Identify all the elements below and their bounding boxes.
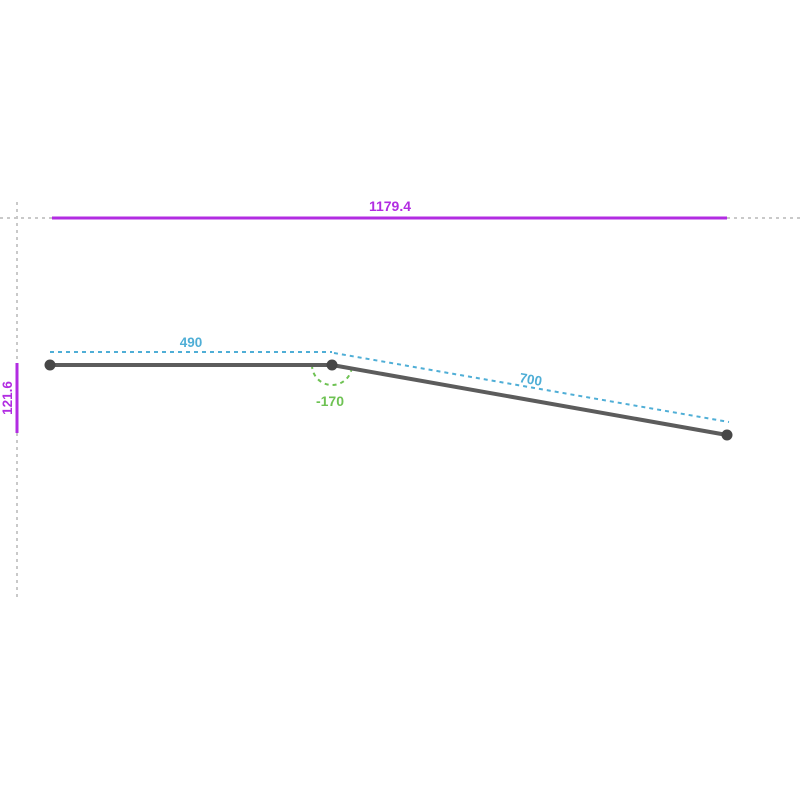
segment2-dimension-line xyxy=(333,352,730,423)
overall-width-dimension: 1179.4 xyxy=(52,198,727,220)
profile-start-point[interactable] xyxy=(44,359,56,371)
guide-lines xyxy=(0,202,800,597)
bend-angle-annotation: -170 xyxy=(310,364,353,409)
segment1-length-label[interactable]: 490 xyxy=(180,335,203,350)
bend-angle-label[interactable]: -170 xyxy=(316,393,344,409)
bend-angle-arc xyxy=(310,364,353,386)
segment2-length-label[interactable]: 700 xyxy=(518,370,543,389)
segment1-dimension: 490 xyxy=(50,335,332,353)
segment2-dimension: 700 xyxy=(333,352,730,423)
overall-width-dimension-label[interactable]: 1179.4 xyxy=(369,198,411,214)
profile-end-point[interactable] xyxy=(721,429,733,441)
overall-height-dimension: 121.6 xyxy=(0,363,19,433)
overall-height-dimension-label[interactable]: 121.6 xyxy=(0,381,15,415)
profile-bend-point[interactable] xyxy=(326,359,338,371)
profile-path[interactable] xyxy=(48,363,729,437)
profile-polyline[interactable] xyxy=(44,359,733,441)
